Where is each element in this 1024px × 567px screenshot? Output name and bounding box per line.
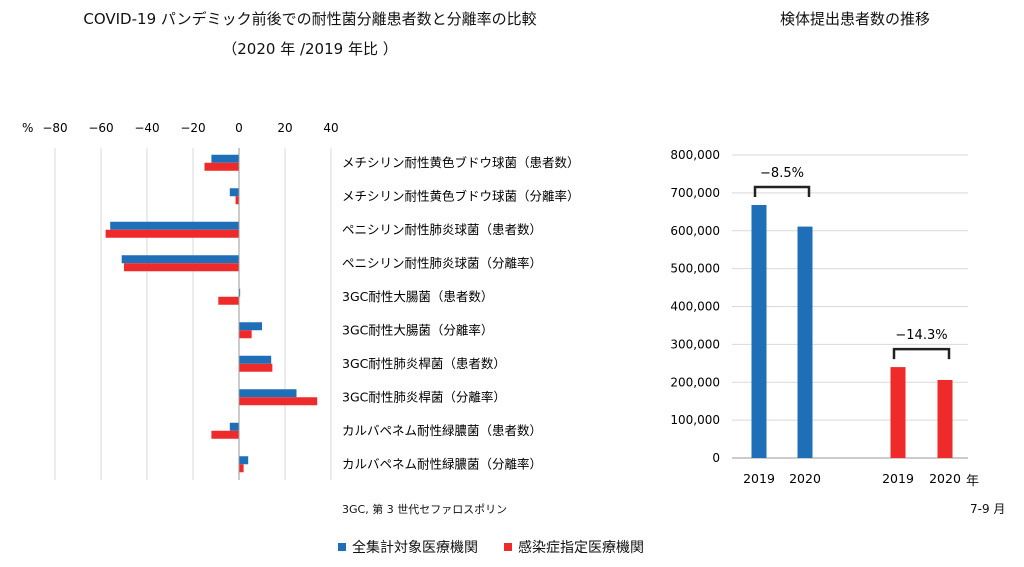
legend-item-all-facilities: 全集計対象医療機関 [338, 537, 478, 557]
bar [110, 221, 239, 230]
bar [211, 154, 239, 163]
y-tick-label: 200,000 [670, 375, 720, 389]
change-bracket [753, 185, 811, 197]
y-tick-label: 400,000 [670, 300, 720, 314]
category-label: ペニシリン耐性肺炎球菌（分離率） [342, 255, 542, 270]
legend-swatch [338, 543, 346, 551]
year-axis-unit: 年 [966, 474, 980, 489]
category-label: メチシリン耐性黄色ブドウ球菌（分離率） [342, 188, 580, 203]
bar [239, 397, 318, 406]
x-tick-label: 0 [235, 121, 243, 135]
bar [204, 162, 239, 171]
category-label: 3GC耐性大腸菌（分離率） [342, 322, 493, 337]
x-tick-label: −60 [88, 121, 113, 135]
legend-label: 感染症指定医療機関 [518, 540, 644, 556]
y-tick-label: 800,000 [670, 148, 720, 162]
x-tick-label: −40 [134, 121, 159, 135]
x-tick-label: 2019 [743, 471, 775, 486]
legend-swatch [504, 543, 512, 551]
bar [105, 229, 239, 238]
y-tick-label: 100,000 [670, 413, 720, 427]
y-tick-label: 500,000 [670, 262, 720, 276]
legend-label: 全集計対象医療機関 [352, 540, 478, 556]
bar [235, 196, 239, 205]
change-annotation: −8.5% [760, 166, 804, 181]
category-label: 3GC耐性肺炎桿菌（患者数） [342, 356, 506, 371]
legend-item-designated-facilities: 感染症指定医療機関 [504, 537, 644, 557]
bar [229, 188, 239, 197]
bar [239, 464, 244, 473]
left-chart-subtitle: （2020 年 /2019 年比 ） [222, 40, 398, 58]
left-chart-title: COVID-19 パンデミック前後での耐性菌分離患者数と分離率の比較 [83, 10, 537, 28]
category-label: カルバペネム耐性緑膿菌（患者数） [342, 423, 542, 438]
legend: 全集計対象医療機関 感染症指定医療機関 [338, 537, 644, 557]
y-tick-label: 300,000 [670, 337, 720, 351]
resistant-bacteria-bar-chart: % −80 −60 −40 −20 0 20 40 メチシリン耐性黄色ブドウ球菌（患者数） メチシ… [22, 121, 580, 480]
y-tick-label: 600,000 [670, 224, 720, 238]
x-tick-label: 2020 [789, 471, 821, 486]
bar [211, 430, 239, 439]
x-tick-label: −80 [42, 121, 67, 135]
right-chart-title: 検体提出患者数の推移 [779, 10, 930, 28]
bar [229, 422, 239, 431]
bar [751, 204, 767, 458]
x-tick-label: 20 [277, 121, 292, 135]
footnote: 3GC, 第 3 世代セファロスポリン [342, 503, 508, 516]
specimen-patients-bar-chart: 0 100,000 200,000 300,000 400,000 500,000 600,… [670, 148, 968, 486]
y-tick-label: 700,000 [670, 186, 720, 200]
x-axis-unit: % [22, 121, 33, 135]
category-label: メチシリン耐性黄色ブドウ球菌（患者数） [342, 155, 580, 170]
change-bracket [892, 347, 951, 360]
bar [239, 389, 297, 398]
x-tick-label: −20 [180, 121, 205, 135]
x-tick-label: 2020 [929, 471, 961, 486]
y-tick-label: 0 [712, 451, 720, 465]
category-label: 3GC耐性大腸菌（患者数） [342, 289, 493, 304]
bar [218, 296, 239, 305]
period-label: 7-9 月 [970, 502, 1006, 516]
bar [797, 226, 813, 458]
bar [937, 379, 953, 458]
bar [239, 355, 272, 364]
x-tick-label: 2019 [882, 471, 914, 486]
category-label: カルバペネム耐性緑膿菌（分離率） [342, 456, 542, 471]
bar [239, 330, 252, 339]
bar [121, 255, 239, 264]
x-tick-label: 40 [323, 121, 338, 135]
bar [239, 363, 273, 372]
bar [239, 322, 262, 331]
bar [890, 367, 906, 458]
change-annotation: −14.3% [895, 328, 947, 343]
bar [124, 263, 239, 272]
bar [239, 288, 241, 297]
category-label: ペニシリン耐性肺炎球菌（患者数） [342, 222, 542, 237]
bar [239, 456, 249, 465]
category-label: 3GC耐性肺炎桿菌（分離率） [342, 389, 506, 404]
